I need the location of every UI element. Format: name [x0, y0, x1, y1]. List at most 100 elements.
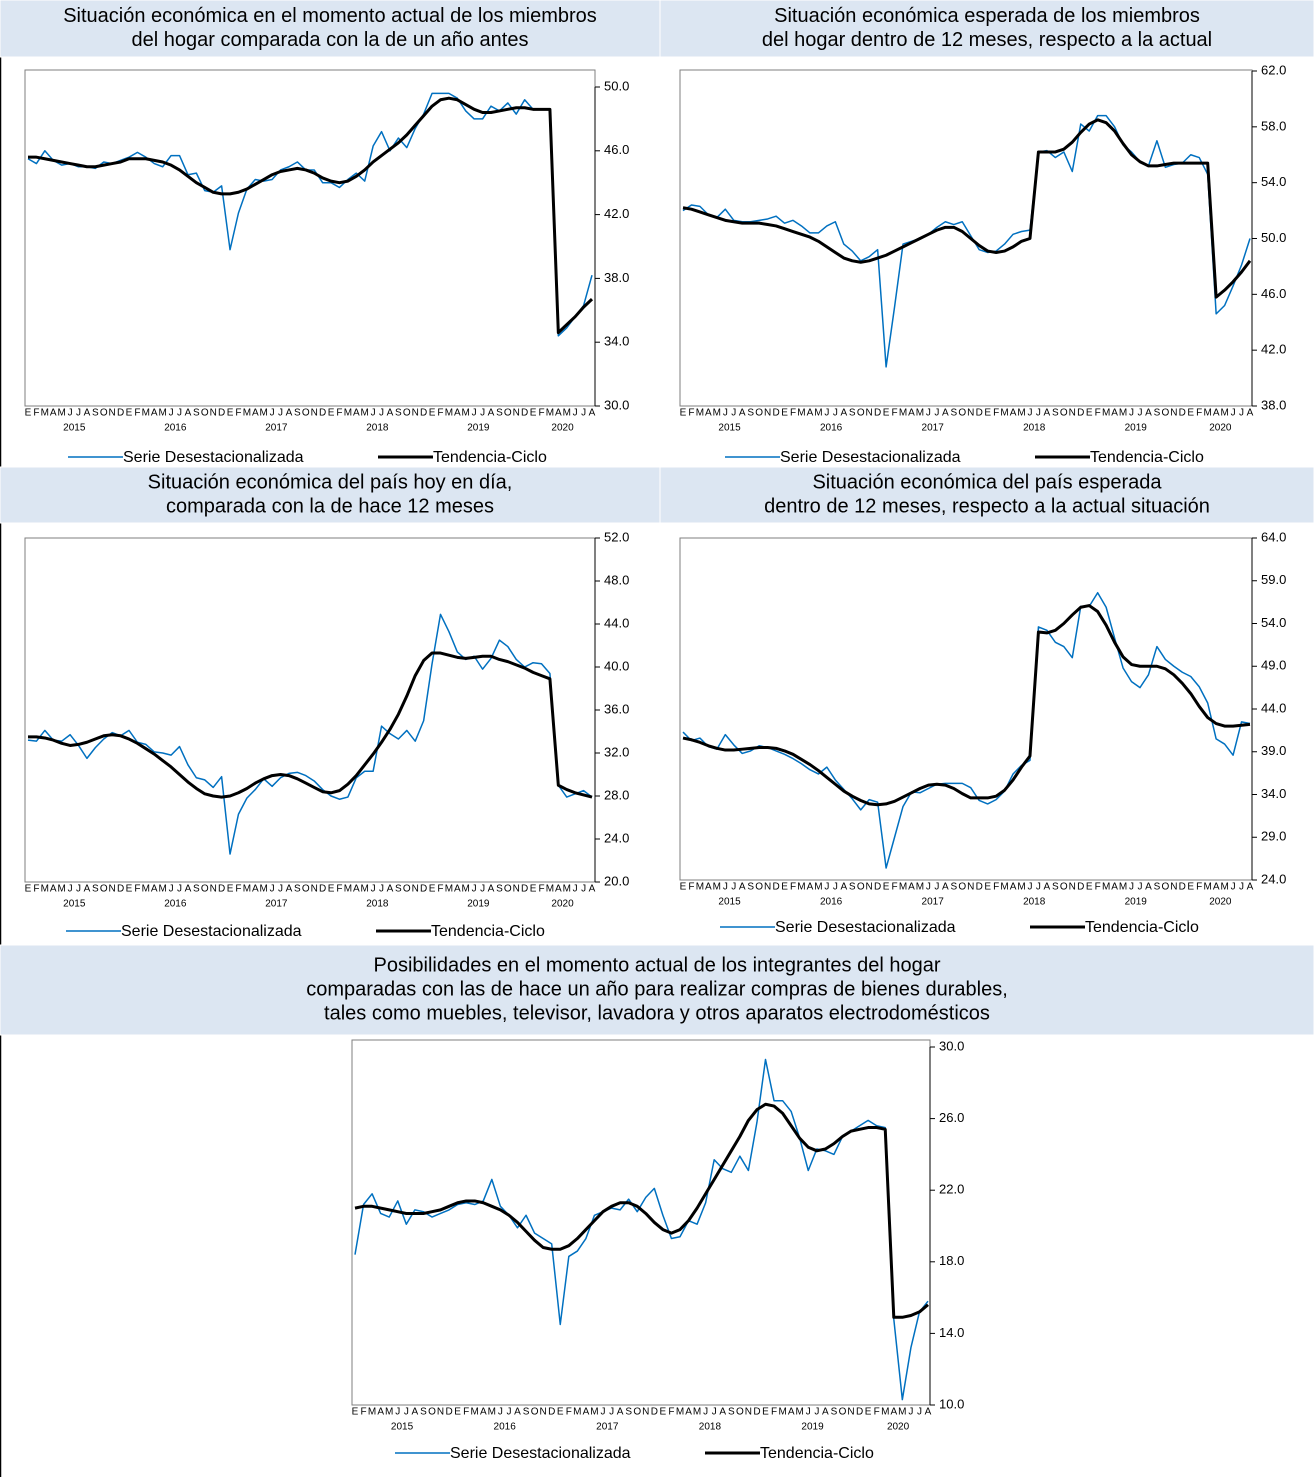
year-label: 2018	[1023, 423, 1046, 434]
x-tick-label: E	[557, 1407, 564, 1418]
x-tick-label: J	[824, 408, 829, 419]
series-line	[354, 1058, 929, 1401]
x-tick-label: M	[797, 882, 805, 893]
x-tick-label: E	[1086, 408, 1093, 419]
x-tick-label: J	[169, 408, 174, 419]
x-tick-label: S	[1154, 882, 1161, 893]
x-tick-label: J	[814, 1407, 819, 1418]
year-label: 2015	[63, 423, 86, 434]
x-tick-label: D	[976, 408, 983, 419]
x-tick-label: E	[530, 408, 537, 419]
legend-label: Tendencia-Ciclo	[1085, 919, 1199, 936]
x-tick-label: N	[210, 408, 217, 419]
x-tick-label: F	[892, 408, 898, 419]
x-tick-label: A	[151, 884, 158, 895]
x-tick-label: A	[1044, 408, 1051, 419]
x-tick-label: E	[660, 1407, 667, 1418]
x-tick-label: M	[778, 1407, 786, 1418]
x-tick-label: A	[908, 882, 915, 893]
y-tick-label: 59.0	[1261, 572, 1286, 587]
x-tick-label: J	[731, 882, 736, 893]
x-tick-label: N	[513, 408, 520, 419]
x-tick-label: A	[488, 884, 495, 895]
x-tick-label: M	[696, 408, 704, 419]
x-tick-label: A	[377, 1407, 384, 1418]
y-tick-label: 42.0	[1261, 342, 1286, 357]
x-tick-label: S	[294, 884, 301, 895]
y-tick-label: 58.0	[1261, 118, 1286, 133]
x-tick-label: A	[1010, 408, 1017, 419]
title-band	[0, 944, 1314, 1036]
x-tick-label: O	[1060, 882, 1068, 893]
x-tick-label: F	[790, 882, 796, 893]
year-label: 2016	[820, 423, 843, 434]
x-tick-label: A	[454, 884, 461, 895]
x-tick-label: J	[703, 1407, 708, 1418]
year-label: 2019	[801, 1422, 824, 1433]
x-tick-label: J	[1129, 408, 1134, 419]
year-label: 2015	[718, 423, 741, 434]
x-tick-label: A	[942, 882, 949, 893]
chart-title: dentro de 12 meses, respecto a la actual…	[764, 495, 1210, 517]
x-tick-label: E	[865, 1407, 872, 1418]
year-label: 2017	[922, 423, 945, 434]
x-tick-label: J	[76, 884, 81, 895]
year-label: 2020	[551, 423, 574, 434]
x-tick-label: M	[696, 882, 704, 893]
x-tick-label: A	[685, 1407, 692, 1418]
x-tick-label: A	[50, 884, 57, 895]
x-tick-label: F	[790, 408, 796, 419]
x-tick-label: E	[680, 882, 687, 893]
x-tick-label: A	[488, 408, 495, 419]
y-tick-label: 24.0	[1261, 871, 1286, 886]
chart-title: del hogar dentro de 12 meses, respecto a…	[762, 29, 1212, 51]
x-tick-label: A	[1247, 882, 1254, 893]
year-label: 2016	[164, 423, 187, 434]
x-tick-label: O	[736, 1407, 744, 1418]
x-tick-label: D	[319, 884, 326, 895]
year-label: 2017	[596, 1422, 619, 1433]
x-tick-label: J	[506, 1407, 511, 1418]
x-tick-label: E	[126, 884, 133, 895]
legend-label: Tendencia-Ciclo	[760, 1445, 874, 1462]
x-tick-label: M	[693, 1407, 701, 1418]
x-tick-label: J	[926, 408, 931, 419]
x-tick-label: A	[807, 882, 814, 893]
x-tick-label: D	[319, 408, 326, 419]
x-tick-label: S	[395, 408, 402, 419]
x-tick-label: A	[1213, 882, 1220, 893]
x-tick-label: J	[480, 884, 485, 895]
x-tick-label: N	[642, 1407, 649, 1418]
x-tick-label: F	[360, 1407, 366, 1418]
x-tick-label: F	[134, 408, 140, 419]
year-label: 2018	[699, 1422, 722, 1433]
y-tick-label: 40.0	[604, 658, 629, 673]
x-tick-label: M	[260, 408, 268, 419]
x-tick-label: M	[563, 408, 571, 419]
x-tick-label: E	[126, 408, 133, 419]
x-tick-label: A	[589, 884, 596, 895]
x-tick-label: M	[676, 1407, 684, 1418]
x-tick-label: M	[546, 884, 554, 895]
x-tick-label: J	[833, 408, 838, 419]
x-tick-label: F	[336, 884, 342, 895]
x-tick-label: J	[934, 882, 939, 893]
x-tick-label: M	[142, 884, 150, 895]
x-tick-label: O	[958, 882, 966, 893]
x-tick-label: D	[772, 882, 779, 893]
x-tick-label: M	[159, 408, 167, 419]
x-tick-label: J	[723, 408, 728, 419]
series-line	[682, 591, 1251, 869]
y-tick-label: 29.0	[1261, 829, 1286, 844]
x-tick-label: F	[1196, 882, 1202, 893]
x-tick-label: F	[892, 882, 898, 893]
x-tick-label: M	[1220, 882, 1228, 893]
y-tick-label: 50.0	[604, 78, 629, 93]
x-tick-label: M	[916, 882, 924, 893]
chart-title: comparadas con las de hace un año para r…	[306, 978, 1008, 1000]
x-tick-label: N	[967, 408, 974, 419]
x-tick-label: A	[185, 408, 192, 419]
x-tick-label: E	[1086, 882, 1093, 893]
trend-line	[682, 118, 1252, 299]
x-tick-label: N	[967, 882, 974, 893]
